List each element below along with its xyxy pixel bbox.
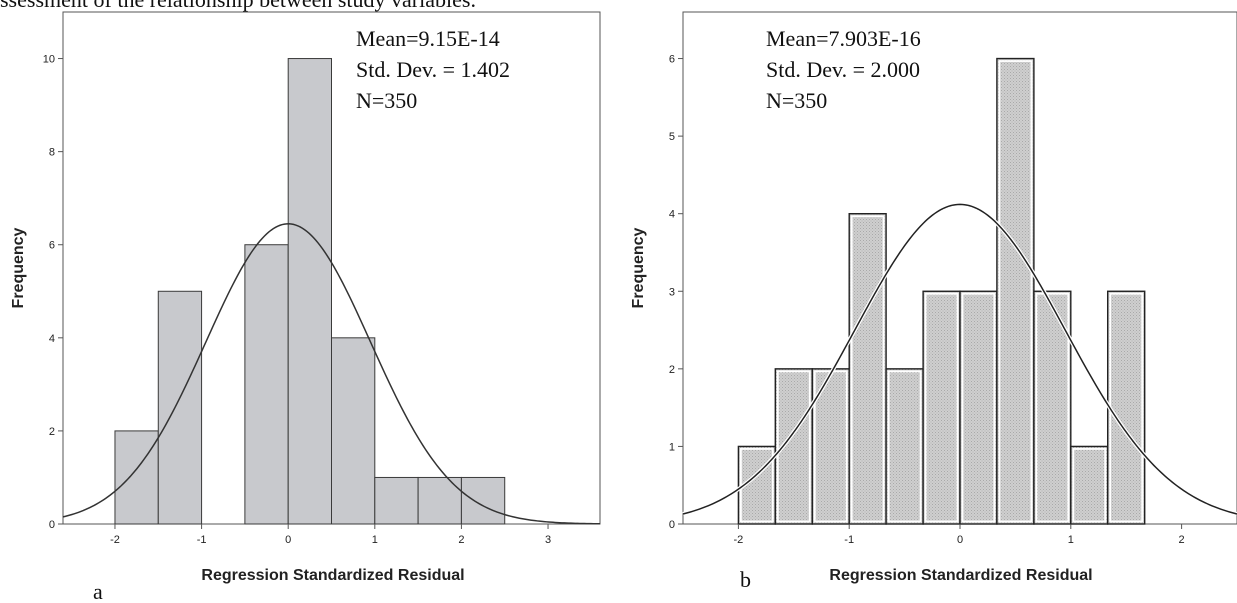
histogram-bar [114,430,159,525]
histogram-bar [287,58,332,525]
x-tick-label: 0 [957,534,963,546]
stats-line: Mean=7.903E-16 [766,26,921,51]
y-tick-label: 1 [669,441,675,453]
y-tick-label: 2 [669,364,675,376]
y-tick-label: 4 [669,209,675,221]
x-tick-label: -2 [734,534,744,546]
histogram-bar-inner-border [998,60,1033,523]
y-tick-label: 5 [669,131,675,143]
x-axis-title: Regression Standardized Residual [829,567,1092,584]
x-tick-label: 3 [545,534,551,546]
y-axis-title: Frequency [630,227,647,308]
x-tick-label: 2 [458,534,464,546]
y-tick-label: 0 [669,519,675,531]
stats-line: Std. Dev. = 1.402 [356,57,510,82]
y-axis-title: Frequency [10,227,27,308]
panel-letter: a [93,579,103,603]
histogram-bar-inner-border [1072,448,1107,523]
y-tick-label: 8 [49,147,55,159]
x-tick-label: 1 [1068,534,1074,546]
histogram-bar-inner-border [887,370,922,523]
normal-curve [62,223,601,525]
figure-caption: ssessment of the relationship between st… [0,0,476,13]
y-tick-label: 6 [669,54,675,66]
histogram-bar [959,290,998,525]
y-tick-label: 3 [669,286,675,298]
stats-line: N=350 [766,88,827,113]
histogram-bar [1106,290,1146,525]
y-tick-label: 0 [49,519,55,531]
x-tick-label: -1 [844,534,854,546]
histogram-b: 0 1 2 3 4 5 6 -2 -1 0 1 2 Mean=7.903E-16 Std. Dev. = … [630,11,1237,592]
histogram-bar [244,244,289,525]
histogram-bar [885,368,924,525]
y-tick-label: 2 [49,426,55,438]
histogram-bar [996,57,1035,525]
histogram-bar-inner-border [961,292,996,523]
x-tick-label: -1 [197,534,207,546]
x-tick-label: 0 [285,534,291,546]
histogram-bar [157,290,203,525]
x-tick-label: 2 [1179,534,1185,546]
histogram-bar [460,476,506,525]
histogram-bar-inner-border [850,215,885,523]
histogram-bar-inner-border [924,292,959,523]
histogram-bar [331,337,376,525]
histogram-bar [922,290,961,525]
histogram-a: 0 2 4 6 8 10 -2 -1 0 1 2 3 Mean=9.15E-14 Std. Dev. = … [10,11,601,603]
panel-letter: b [740,567,751,592]
y-tick-label: 4 [49,333,55,345]
histogram-bar-inner-border [1035,292,1070,523]
stats-line: Mean=9.15E-14 [356,26,500,51]
y-tick-label: 6 [49,240,55,252]
stats-line: N=350 [356,88,417,113]
y-tick-label: 10 [43,54,55,66]
histogram-bar [374,476,419,525]
x-axis-title: Regression Standardized Residual [201,567,464,584]
histogram-bar [1070,445,1109,525]
histogram-bar-inner-border [776,370,811,523]
stats-line: Std. Dev. = 2.000 [766,57,920,82]
histogram-bar [848,212,887,525]
x-tick-label: -2 [110,534,120,546]
x-tick-label: 1 [372,534,378,546]
normal-curve [682,203,1237,515]
